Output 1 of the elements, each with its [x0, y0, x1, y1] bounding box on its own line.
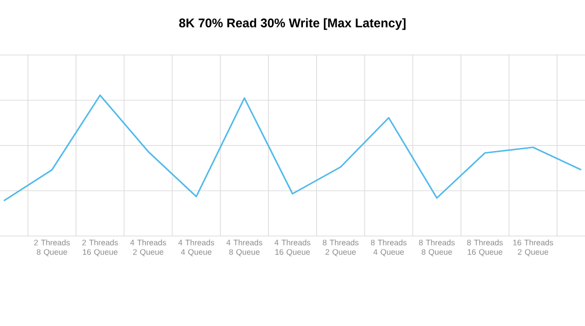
chart-title: 8K 70% Read 30% Write [Max Latency]: [179, 18, 406, 30]
